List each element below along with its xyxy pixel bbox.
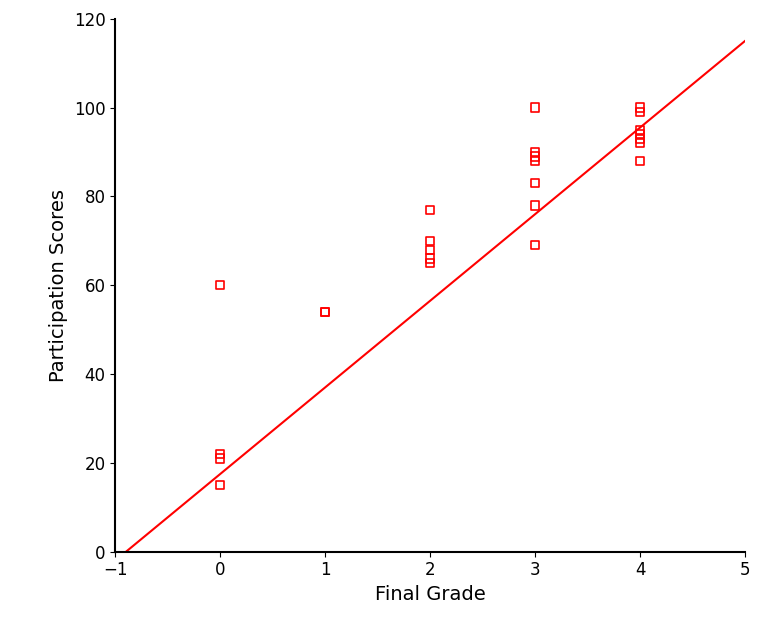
X-axis label: Final Grade: Final Grade (375, 585, 485, 604)
Point (214, 480, 227, 490)
Point (424, 245, 436, 255)
Point (529, 152, 541, 162)
Point (424, 258, 436, 268)
Point (529, 103, 541, 113)
Point (214, 280, 227, 290)
Point (529, 156, 541, 166)
Point (634, 129, 646, 139)
Point (529, 147, 541, 157)
Point (319, 307, 331, 317)
Point (424, 236, 436, 246)
Point (214, 449, 227, 459)
Point (319, 307, 331, 317)
Point (634, 107, 646, 117)
Point (214, 453, 227, 463)
Point (529, 201, 541, 211)
Point (634, 138, 646, 148)
Point (424, 205, 436, 215)
Point (634, 134, 646, 144)
Point (634, 156, 646, 166)
Point (634, 125, 646, 135)
Point (529, 178, 541, 188)
Point (424, 254, 436, 264)
Point (634, 103, 646, 113)
Y-axis label: Participation Scores: Participation Scores (49, 189, 68, 382)
Point (529, 240, 541, 250)
